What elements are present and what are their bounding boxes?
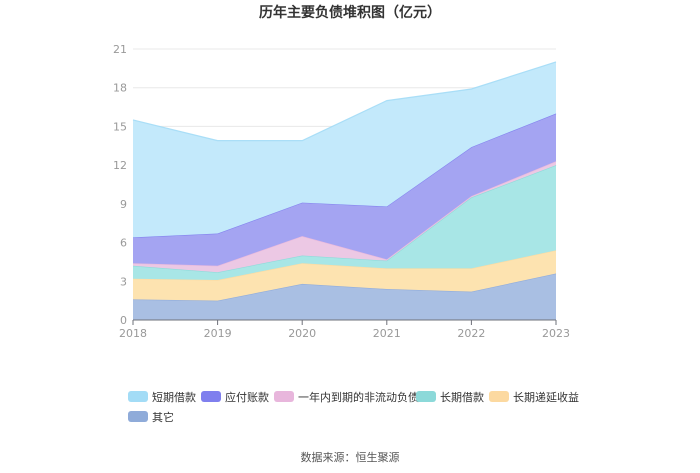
y-tick-label: 0 <box>120 314 127 327</box>
y-tick-label: 21 <box>113 43 127 56</box>
legend-swatch-5[interactable] <box>128 411 148 422</box>
x-tick-label: 2019 <box>204 327 232 340</box>
area-series-5 <box>133 61 556 238</box>
legend-swatch-0[interactable] <box>128 391 148 402</box>
x-tick-label: 2021 <box>373 327 401 340</box>
area-series-3 <box>133 161 556 273</box>
x-tick-label: 2023 <box>542 327 570 340</box>
y-tick-label: 12 <box>113 159 127 172</box>
y-tick-label: 3 <box>120 275 127 288</box>
legend-label-2[interactable]: 一年内到期的非流动负债 <box>298 390 419 404</box>
area-series-5-edge <box>132 61 557 142</box>
y-tick-label: 6 <box>120 237 127 250</box>
chart-title: 历年主要负债堆积图（亿元） <box>259 4 441 21</box>
x-tick-label: 2018 <box>119 327 147 340</box>
area-series-4 <box>133 113 556 266</box>
legend-swatch-1[interactable] <box>201 391 221 402</box>
legend-label-1[interactable]: 应付账款 <box>225 390 269 404</box>
legend-swatch-4[interactable] <box>489 391 509 402</box>
legend-label-5[interactable]: 其它 <box>152 410 174 424</box>
legend-label-4[interactable]: 长期递延收益 <box>513 390 579 404</box>
x-tick-label: 2020 <box>288 327 316 340</box>
y-tick-label: 18 <box>113 82 127 95</box>
source-note: 数据来源：恒生聚源 <box>301 450 400 464</box>
legend-label-0[interactable]: 短期借款 <box>152 390 196 404</box>
x-tick-label: 2022 <box>457 327 485 340</box>
legend-swatch-3[interactable] <box>416 391 436 402</box>
area-series-0-edge <box>132 272 557 302</box>
legend-swatch-2[interactable] <box>274 391 294 402</box>
legend-label-3[interactable]: 长期借款 <box>440 390 484 404</box>
axes: 0 3 6 9 12 15 18 21 2018 2019 2020 2021 2022 2023 <box>113 43 570 340</box>
areas <box>132 61 557 320</box>
y-tick-label: 15 <box>113 120 127 133</box>
area-series-2 <box>133 165 556 280</box>
area-series-0 <box>133 273 556 320</box>
y-tick-label: 9 <box>120 198 127 211</box>
area-series-1 <box>133 250 556 301</box>
